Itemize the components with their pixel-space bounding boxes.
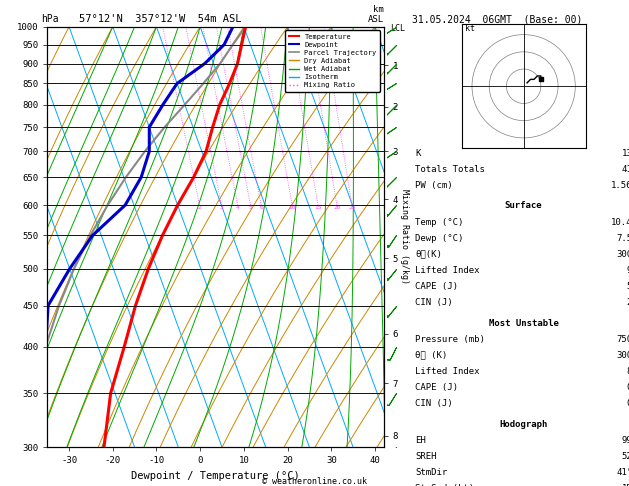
Legend: Temperature, Dewpoint, Parcel Trajectory, Dry Adiabat, Wet Adiabat, Isotherm, Mi: Temperature, Dewpoint, Parcel Trajectory…	[285, 30, 380, 92]
Text: © weatheronline.co.uk: © weatheronline.co.uk	[262, 477, 367, 486]
Text: 0: 0	[626, 399, 629, 408]
Text: 4: 4	[236, 205, 240, 210]
Text: LCL: LCL	[391, 24, 406, 33]
Text: 99: 99	[621, 435, 629, 445]
Text: 750: 750	[616, 334, 629, 344]
Text: StmSpd (kt): StmSpd (kt)	[415, 484, 474, 486]
Text: CAPE (J): CAPE (J)	[415, 282, 458, 291]
Text: 0: 0	[626, 382, 629, 392]
Text: 57°12'N  357°12'W  54m ASL: 57°12'N 357°12'W 54m ASL	[79, 14, 241, 24]
Text: 2: 2	[626, 298, 629, 307]
Text: hPa: hPa	[41, 14, 58, 24]
Text: Hodograph: Hodograph	[499, 419, 548, 429]
Text: θᴇ(K): θᴇ(K)	[415, 250, 442, 259]
Y-axis label: Mixing Ratio (g/kg): Mixing Ratio (g/kg)	[400, 190, 409, 284]
Text: EH: EH	[415, 435, 426, 445]
Text: Lifted Index: Lifted Index	[415, 266, 480, 275]
Text: 300: 300	[616, 250, 629, 259]
Text: 5: 5	[248, 205, 252, 210]
Text: SREH: SREH	[415, 451, 437, 461]
Text: 7.5: 7.5	[616, 234, 629, 243]
Text: 300: 300	[616, 350, 629, 360]
Text: 20: 20	[333, 205, 341, 210]
Text: CIN (J): CIN (J)	[415, 298, 453, 307]
Text: PW (cm): PW (cm)	[415, 181, 453, 190]
Text: Lifted Index: Lifted Index	[415, 366, 480, 376]
Text: 10: 10	[289, 205, 296, 210]
Text: CAPE (J): CAPE (J)	[415, 382, 458, 392]
Text: 5: 5	[626, 282, 629, 291]
Text: 52: 52	[621, 451, 629, 461]
Text: Most Unstable: Most Unstable	[489, 318, 559, 328]
Text: Pressure (mb): Pressure (mb)	[415, 334, 485, 344]
Text: 25: 25	[348, 205, 355, 210]
Text: km
ASL: km ASL	[367, 5, 384, 24]
Text: Dewp (°C): Dewp (°C)	[415, 234, 464, 243]
Text: θᴇ (K): θᴇ (K)	[415, 350, 447, 360]
Text: 1.56: 1.56	[611, 181, 629, 190]
Text: 3: 3	[220, 205, 223, 210]
Text: 41: 41	[621, 165, 629, 174]
Text: 13: 13	[621, 149, 629, 157]
Text: 6: 6	[259, 205, 263, 210]
Text: Totals Totals: Totals Totals	[415, 165, 485, 174]
Text: 8: 8	[626, 366, 629, 376]
Text: Surface: Surface	[505, 202, 542, 210]
X-axis label: Dewpoint / Temperature (°C): Dewpoint / Temperature (°C)	[131, 471, 300, 481]
Text: 9: 9	[626, 266, 629, 275]
Text: Temp (°C): Temp (°C)	[415, 218, 464, 226]
Text: 31.05.2024  06GMT  (Base: 00): 31.05.2024 06GMT (Base: 00)	[412, 15, 582, 25]
Text: 10.4: 10.4	[611, 218, 629, 226]
Text: 41°: 41°	[616, 468, 629, 477]
Text: kt: kt	[465, 24, 475, 33]
Text: CIN (J): CIN (J)	[415, 399, 453, 408]
Text: K: K	[415, 149, 421, 157]
Text: StmDir: StmDir	[415, 468, 447, 477]
Text: 1B: 1B	[621, 484, 629, 486]
Text: 2: 2	[198, 205, 201, 210]
Text: 15: 15	[314, 205, 322, 210]
